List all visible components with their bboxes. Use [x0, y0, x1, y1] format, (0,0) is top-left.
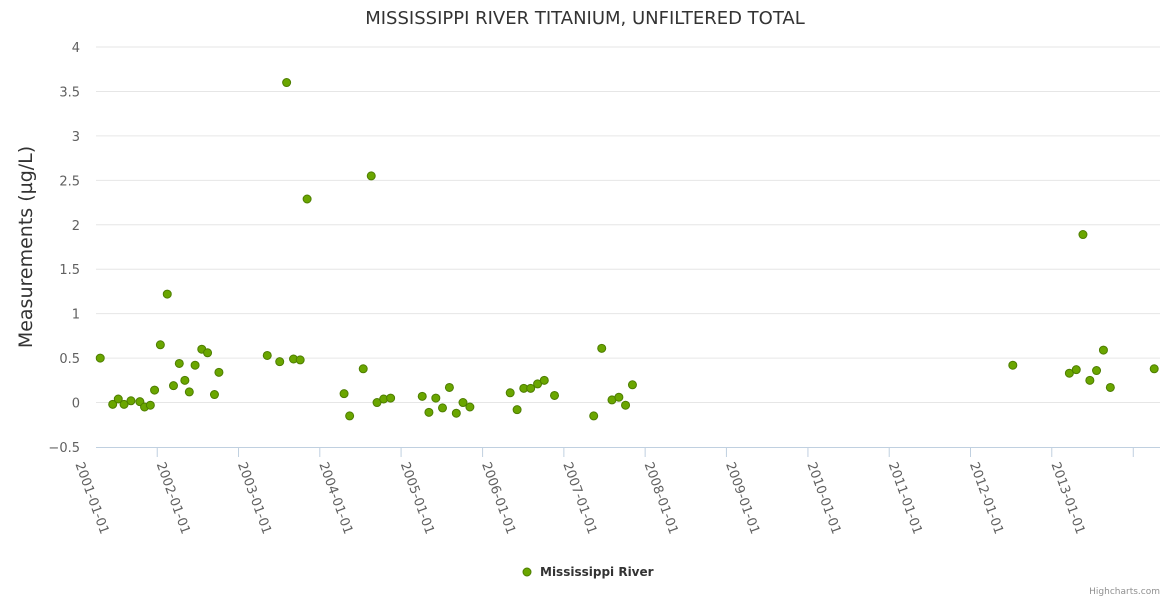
data-point[interactable] — [512, 405, 522, 415]
data-point[interactable] — [275, 357, 285, 367]
data-point[interactable] — [168, 381, 178, 391]
data-point[interactable] — [113, 394, 123, 404]
y-tick-label: 2 — [72, 219, 80, 234]
data-point[interactable] — [214, 367, 224, 377]
data-point[interactable] — [589, 411, 599, 421]
data-point[interactable] — [431, 393, 441, 403]
data-point[interactable] — [614, 392, 624, 402]
data-point[interactable] — [119, 399, 129, 409]
y-tick-label: 0.5 — [59, 352, 80, 367]
data-point[interactable] — [1071, 365, 1081, 375]
y-axis-ticks: 4 3.5 3 2.5 2 1.5 1 0.5 0 −0.5 — [48, 41, 80, 456]
data-point[interactable] — [295, 355, 305, 365]
data-point[interactable] — [209, 390, 219, 400]
data-point[interactable] — [597, 343, 607, 353]
data-point[interactable] — [438, 403, 448, 413]
y-tick-label: 3.5 — [59, 85, 80, 100]
data-point[interactable] — [1105, 382, 1115, 392]
data-point[interactable] — [262, 350, 272, 360]
data-point[interactable] — [180, 375, 190, 385]
data-point[interactable] — [621, 400, 631, 410]
data-point[interactable] — [1085, 375, 1095, 385]
data-point[interactable] — [366, 171, 376, 181]
data-point[interactable] — [174, 358, 184, 368]
data-point[interactable] — [345, 411, 355, 421]
data-point[interactable] — [162, 289, 172, 299]
data-point[interactable] — [302, 194, 312, 204]
legend-item-mississippi-river[interactable]: Mississippi River — [540, 565, 654, 579]
data-point[interactable] — [1078, 230, 1088, 240]
credits-link[interactable]: Highcharts.com — [1089, 587, 1160, 597]
data-point[interactable] — [444, 382, 454, 392]
data-point[interactable] — [539, 375, 549, 385]
data-point[interactable] — [465, 402, 475, 412]
data-point[interactable] — [417, 391, 427, 401]
data-point[interactable] — [190, 360, 200, 370]
data-point[interactable] — [282, 78, 292, 88]
y-tick-label: −0.5 — [48, 441, 80, 456]
data-point[interactable] — [108, 399, 118, 409]
y-tick-label: 1.5 — [59, 263, 80, 278]
data-point[interactable] — [339, 389, 349, 399]
data-point[interactable] — [95, 353, 105, 363]
data-point[interactable] — [145, 400, 155, 410]
data-point[interactable] — [386, 393, 396, 403]
data-point[interactable] — [203, 348, 213, 358]
data-point[interactable] — [150, 385, 160, 395]
data-point[interactable] — [126, 396, 136, 406]
chart-title: MISSISSIPPI RIVER TITANIUM, UNFILTERED T… — [365, 8, 805, 29]
data-point[interactable] — [526, 383, 536, 393]
data-point[interactable] — [184, 387, 194, 397]
legend-marker — [522, 567, 532, 577]
data-point[interactable] — [1064, 368, 1074, 378]
data-point[interactable] — [627, 380, 637, 390]
data-point[interactable] — [505, 388, 515, 398]
y-tick-label: 2.5 — [59, 174, 80, 189]
y-tick-label: 3 — [72, 130, 80, 145]
data-point[interactable] — [458, 398, 468, 408]
data-point[interactable] — [451, 408, 461, 418]
data-point[interactable] — [550, 390, 560, 400]
data-point[interactable] — [1008, 360, 1018, 370]
data-point[interactable] — [1092, 366, 1102, 376]
y-tick-label: 4 — [72, 41, 80, 56]
legend[interactable]: Mississippi River — [522, 565, 654, 579]
data-point[interactable] — [358, 364, 368, 374]
y-tick-label: 0 — [72, 397, 80, 412]
data-point[interactable] — [1149, 364, 1159, 374]
y-tick-label: 1 — [72, 308, 80, 323]
series-mississippi-river[interactable] — [95, 78, 1159, 421]
y-axis-label: Measurements (µg/L) — [15, 146, 37, 348]
data-point[interactable] — [424, 407, 434, 417]
data-point[interactable] — [1098, 345, 1108, 355]
grid-lines — [96, 46, 1160, 404]
data-point[interactable] — [155, 340, 165, 350]
